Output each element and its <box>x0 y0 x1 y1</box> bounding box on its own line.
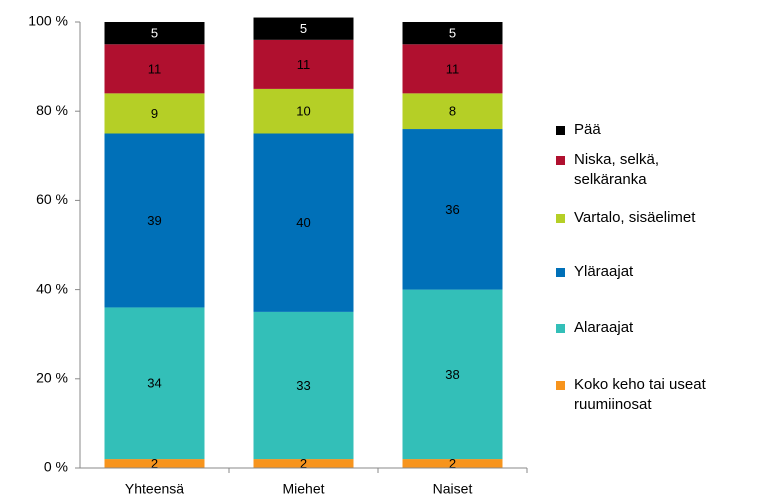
bar-segment <box>104 459 205 468</box>
data-label: 34 <box>147 376 161 391</box>
legend-swatch <box>556 268 565 277</box>
legend-label: Vartalo, sisäelimet <box>574 209 696 226</box>
y-tick-label: 40 % <box>36 280 68 296</box>
data-label: 11 <box>446 61 460 76</box>
bar-segment <box>104 133 205 308</box>
data-label: 33 <box>296 378 310 393</box>
bar-segment <box>104 44 205 94</box>
legend-label: Alaraajat <box>574 319 634 336</box>
legend-swatch <box>556 214 565 223</box>
bar-segment <box>253 88 354 134</box>
data-label: 5 <box>300 21 307 36</box>
data-label: 5 <box>449 26 456 41</box>
data-label: 39 <box>147 213 161 228</box>
x-tick-label: Yhteensä <box>125 481 184 497</box>
x-tick-label: Miehet <box>282 481 324 497</box>
bar-segment <box>402 93 503 130</box>
data-label: 2 <box>300 456 307 471</box>
legend-swatch <box>556 156 565 165</box>
bar-segment <box>104 307 205 460</box>
y-tick-label: 100 % <box>28 13 68 29</box>
legend-label: Niska, selkä, selkäranka <box>574 151 660 188</box>
data-label: 9 <box>151 106 158 121</box>
legend-swatch <box>556 324 565 333</box>
data-label: 11 <box>148 61 162 76</box>
bar-segment <box>253 39 354 89</box>
x-tick-label: Naiset <box>433 481 473 497</box>
bar-segment <box>402 44 503 94</box>
y-tick-label: 20 % <box>36 370 68 386</box>
bar-segment <box>253 17 354 40</box>
bar-segment <box>402 129 503 290</box>
bar-segment <box>253 311 354 460</box>
legend-label: Pää <box>574 121 601 138</box>
legend-label: Yläraajat <box>574 263 634 280</box>
bar-segment <box>104 93 205 134</box>
data-label: 40 <box>296 215 310 230</box>
bar-segment <box>104 22 205 45</box>
data-label: 11 <box>297 57 311 72</box>
legend-swatch <box>556 126 565 135</box>
legend-swatch <box>556 381 565 390</box>
bar-segment <box>402 289 503 460</box>
y-tick-label: 80 % <box>36 102 68 118</box>
data-label: 10 <box>296 104 310 119</box>
y-tick-label: 60 % <box>36 191 68 207</box>
bar-segment <box>402 459 503 468</box>
y-tick-label: 0 % <box>44 459 68 475</box>
bar-segment <box>253 459 354 468</box>
data-label: 5 <box>151 26 158 41</box>
bar-segment <box>253 133 354 312</box>
bar-segment <box>402 22 503 45</box>
data-label: 36 <box>445 202 459 217</box>
data-label: 38 <box>445 367 459 382</box>
data-label: 2 <box>151 456 158 471</box>
data-label: 2 <box>449 456 456 471</box>
legend-label: Koko keho tai useat ruumiinosat <box>574 376 706 413</box>
data-label: 8 <box>449 104 456 119</box>
